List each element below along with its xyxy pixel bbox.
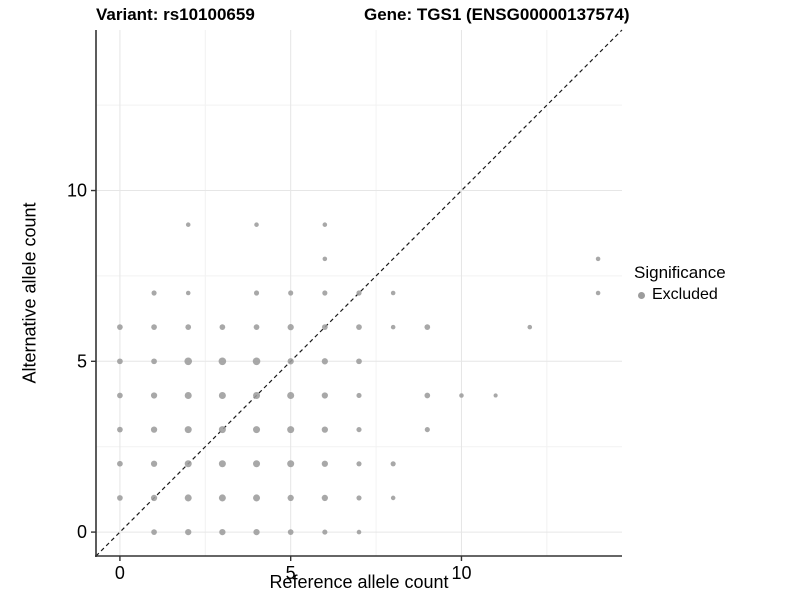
svg-text:5: 5 — [286, 563, 296, 583]
excluded-point-icon — [638, 291, 645, 299]
x-axis-title: Reference allele count — [269, 572, 449, 592]
legend: Significance Excluded — [634, 263, 726, 304]
y-axis-title: Alternative allele count — [19, 202, 40, 384]
legend-item-label: Excluded — [652, 286, 718, 303]
legend-title: Significance — [634, 263, 726, 282]
svg-text:5: 5 — [77, 351, 87, 371]
svg-text:0: 0 — [77, 522, 87, 542]
legend-item-excluded: Excluded — [634, 286, 726, 304]
variant-title: Variant: rs10100659 — [96, 5, 255, 24]
svg-text:10: 10 — [67, 181, 87, 201]
gene-title: Gene: TGS1 (ENSG00000137574) — [364, 5, 630, 24]
svg-text:10: 10 — [451, 563, 471, 583]
svg-text:0: 0 — [115, 563, 125, 583]
